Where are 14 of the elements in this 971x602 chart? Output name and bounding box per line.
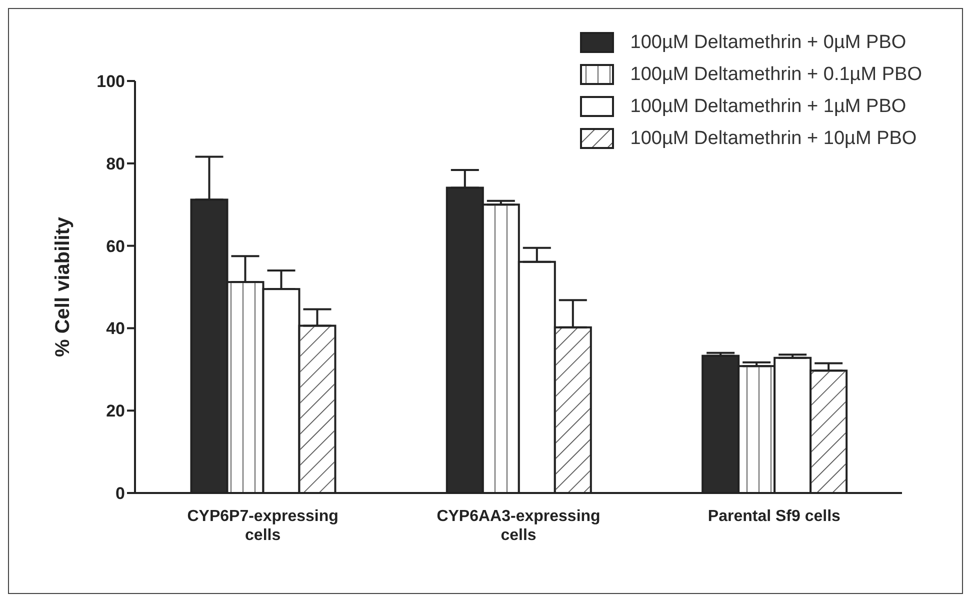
y-axis-title: % Cell viability <box>52 216 74 357</box>
y-tick-label: 40 <box>106 319 125 338</box>
y-tick-label: 20 <box>106 402 125 421</box>
legend-label: 100µM Deltamethrin + 10µM PBO <box>630 128 917 150</box>
y-tick-label: 100 <box>96 72 125 92</box>
y-tick-label: 0 <box>116 484 125 504</box>
x-tick-label: CYP6P7-expressing cells <box>187 508 338 544</box>
y-tick-label: 60 <box>106 236 125 256</box>
legend-label: 100µM Deltamethrin + 0.1µM PBO <box>630 64 922 86</box>
x-tick-label: CYP6AA3-expressing cells <box>436 508 600 544</box>
legend-label: 100µM Deltamethrin + 0µM PBO <box>630 32 906 54</box>
y-tick-label: 80 <box>106 154 125 174</box>
x-tick-label: Parental Sf9 cells <box>708 508 841 525</box>
legend-label: 100µM Deltamethrin + 1µM PBO <box>630 96 906 118</box>
